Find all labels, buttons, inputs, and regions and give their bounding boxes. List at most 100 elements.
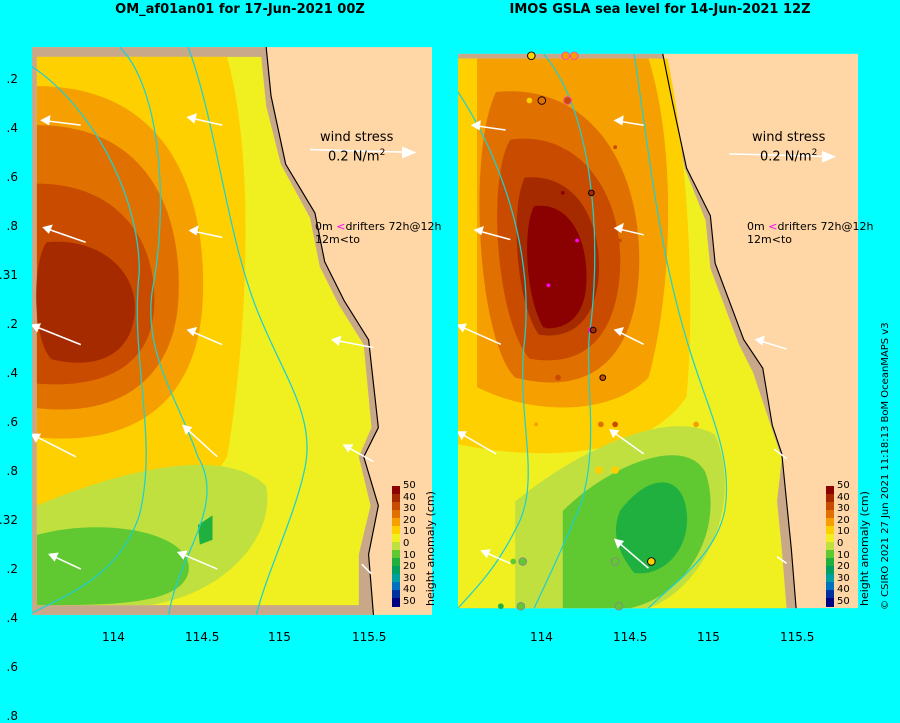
right-drifters-label: drifters 72h@12h [777, 220, 874, 233]
y-tick-label: .6 [6, 415, 18, 429]
colorbar-label: 30 [837, 503, 850, 515]
magenta-arrow-icon: < [768, 220, 778, 233]
right-drifters-depth-0m: 0m [747, 220, 765, 233]
colorbar-label: 0 [837, 538, 844, 549]
colorbar-label: 40 [403, 491, 416, 503]
left-drifters-legend-line2: 12m<to [315, 233, 360, 246]
y-tick-label: .2 [6, 72, 18, 86]
right-panel-title: IMOS GSLA sea level for 14-Jun-2021 12Z [509, 2, 811, 17]
colorbar-label: 50 [837, 596, 850, 607]
colorbar-swatch [826, 534, 834, 543]
right-colorbar-title: height anomaly (cm) [858, 491, 871, 606]
left-drifters-label: drifters 72h@12h [345, 220, 442, 233]
left-wind-stress-unit-sup: 2 [379, 148, 386, 158]
colorbar-label: 10 [403, 549, 416, 561]
colorbar-label: 10 [837, 549, 850, 561]
colorbar-label: 50 [403, 596, 416, 607]
colorbar-swatch [826, 598, 834, 607]
left-wind-stress-label: wind stress [320, 130, 394, 145]
colorbar-label: 30 [403, 503, 416, 515]
colorbar-label: 50 [403, 480, 416, 491]
left-map [32, 46, 432, 616]
colorbar-label: 20 [403, 514, 416, 526]
colorbar-swatch [826, 526, 834, 535]
right-wind-stress-scale: 0.2 N/m2 [760, 148, 817, 164]
colorbar-label: 50 [837, 480, 850, 491]
colorbar-label: 20 [403, 561, 416, 573]
colorbar-swatch [826, 502, 834, 511]
colorbar-swatch [826, 486, 834, 495]
colorbar-swatch [392, 534, 400, 543]
left-colorbar-title: height anomaly (cm) [424, 491, 437, 606]
right-x-tick-label: 115 [697, 630, 720, 644]
left-x-tick-label: 115 [268, 630, 291, 644]
right-x-tick-label: 114 [530, 630, 553, 644]
y-tick-label: .4 [6, 611, 18, 625]
left-x-tick-label: 114 [102, 630, 125, 644]
right-drifters-legend-line1: 0m <drifters 72h@12h [747, 220, 873, 233]
colorbar-swatch [826, 494, 834, 503]
right-wind-stress-value: 0.2 N/m [760, 149, 812, 165]
y-tick-label: .2 [6, 562, 18, 576]
left-drifters-depth-0m: 0m [315, 220, 333, 233]
drifter-markers [498, 51, 699, 611]
colorbar-swatch [826, 510, 834, 519]
y-tick-label: .6 [6, 170, 18, 184]
colorbar-swatch [826, 542, 834, 551]
left-colorbar [392, 486, 400, 607]
colorbar-swatch [392, 510, 400, 519]
left-drifters-legend-line1: 0m <drifters 72h@12h [315, 220, 441, 233]
left-x-tick-label: 114.5 [185, 630, 220, 644]
right-x-tick-label: 115.5 [780, 630, 815, 644]
right-wind-stress-unit-sup: 2 [811, 148, 818, 158]
colorbar-label: 10 [837, 526, 850, 538]
colorbar-swatch [392, 598, 400, 607]
y-tick-label: .32 [0, 513, 18, 527]
colorbar-swatch [826, 518, 834, 527]
left-drifters-depth-12m: 12m [315, 233, 340, 246]
black-arrow-icon: < [771, 233, 781, 246]
colorbar-swatch [826, 590, 834, 599]
colorbar-swatch [392, 494, 400, 503]
right-drifters-depth-12m: 12m [747, 233, 772, 246]
left-x-tick-label: 115.5 [352, 630, 387, 644]
colorbar-label: 20 [837, 561, 850, 573]
colorbar-swatch [392, 550, 400, 559]
y-tick-label: .4 [6, 366, 18, 380]
colorbar-label: 40 [403, 584, 416, 596]
colorbar-swatch [826, 550, 834, 559]
y-tick-label: .31 [0, 268, 18, 282]
colorbar-swatch [826, 558, 834, 567]
y-tick-label: .2 [6, 317, 18, 331]
y-tick-label: .8 [6, 709, 18, 723]
colorbar-label: 10 [403, 526, 416, 538]
colorbar-label: 0 [403, 538, 410, 549]
colorbar-swatch [826, 566, 834, 575]
right-colorbar [826, 486, 834, 607]
colorbar-swatch [392, 574, 400, 583]
colorbar-swatch [392, 558, 400, 567]
right-wind-stress-label: wind stress [752, 130, 826, 145]
colorbar-swatch [392, 582, 400, 591]
colorbar-swatch [392, 502, 400, 511]
colorbar-swatch [826, 582, 834, 591]
y-tick-label: .4 [6, 121, 18, 135]
right-drifters-legend-line2: 12m<to [747, 233, 792, 246]
colorbar-label: 30 [837, 572, 850, 584]
colorbar-label: 40 [837, 491, 850, 503]
left-panel-title: OM_af01an01 for 17-Jun-2021 00Z [115, 2, 365, 17]
colorbar-label: 20 [837, 514, 850, 526]
y-tick-label: .8 [6, 219, 18, 233]
black-arrow-icon: < [339, 233, 349, 246]
left-wind-stress-scale: 0.2 N/m2 [328, 148, 385, 164]
right-map [458, 51, 858, 611]
colorbar-swatch [392, 566, 400, 575]
left-drifters-to: to [348, 233, 360, 246]
colorbar-swatch [826, 574, 834, 583]
colorbar-swatch [392, 526, 400, 535]
magenta-arrow-icon: < [336, 220, 346, 233]
colorbar-swatch [392, 542, 400, 551]
right-drifters-to: to [780, 233, 792, 246]
colorbar-swatch [392, 486, 400, 495]
copyright-text: © CSIRO 2021 27 Jun 2021 11:18:13 BoM Oc… [880, 322, 891, 610]
